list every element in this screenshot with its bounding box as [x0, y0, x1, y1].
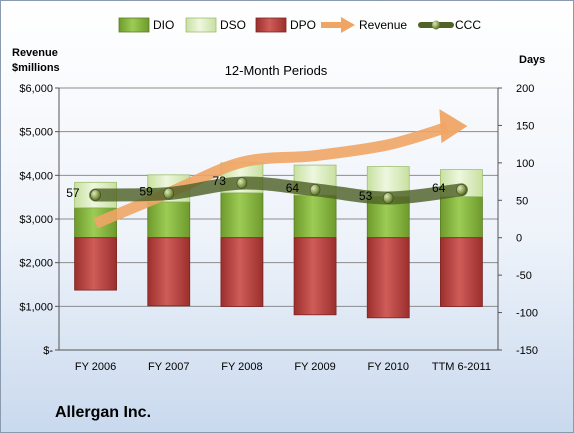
company-name: Allergan Inc. — [55, 404, 151, 421]
ccc-point — [90, 189, 101, 201]
left-tick-label: $4,000 — [19, 170, 53, 182]
bar-dpo — [147, 237, 191, 307]
left-tick-label: $5,000 — [19, 127, 53, 139]
left-axis-title-units: $millions — [12, 62, 60, 74]
ccc-point — [163, 187, 175, 200]
bar-dpo — [366, 237, 410, 319]
bar-dio — [440, 196, 483, 239]
left-tick-label: $3,000 — [19, 214, 53, 226]
legend-label-dso: DSO — [220, 18, 246, 32]
bar-dio — [293, 194, 337, 239]
ccc-point — [236, 177, 248, 189]
legend-swatch-dio — [118, 17, 150, 33]
right-tick-label: -50 — [516, 270, 532, 282]
ccc-data-label: 73 — [213, 174, 227, 188]
left-tick-label: $- — [43, 345, 53, 357]
ccc-data-label: 53 — [359, 189, 373, 203]
legend-label-ccc: CCC — [455, 18, 481, 32]
ccc-line — [89, 176, 468, 205]
chart-title: 12-Month Periods — [225, 63, 328, 78]
right-tick-label: -100 — [516, 308, 538, 320]
right-tick-label: 200 — [516, 83, 534, 95]
ccc-data-label: 57 — [66, 186, 80, 200]
lines — [89, 109, 468, 229]
ccc-point — [309, 184, 321, 196]
legend-marker-ccc — [432, 20, 440, 30]
legend: DIO DSO DPO Revenue CCC — [118, 17, 481, 33]
labels: 57 59 73 64 53 64 $- $1,000 $2,000 $3,000 $4,000 $5… — [12, 47, 545, 421]
x-tick-label: FY 2008 — [221, 361, 262, 373]
right-axis-title: Days — [519, 54, 545, 66]
legend-label-dpo: DPO — [290, 18, 316, 32]
right-tick-label: 0 — [516, 233, 522, 245]
left-tick-label: $2,000 — [19, 258, 53, 270]
x-tick-label: FY 2007 — [148, 361, 189, 373]
right-tick-label: 50 — [516, 195, 528, 207]
x-tick-label: FY 2010 — [368, 361, 409, 373]
revenue-arrowhead — [439, 109, 468, 144]
x-tick-label: FY 2006 — [75, 361, 116, 373]
bar-dio — [147, 201, 191, 239]
legend-label-dio: DIO — [153, 18, 174, 32]
bar-dpo — [440, 237, 483, 307]
legend-swatch-dpo — [255, 17, 287, 33]
legend-arrowhead-revenue — [341, 17, 355, 33]
ccc-data-label: 64 — [286, 181, 300, 195]
axes — [55, 87, 502, 351]
left-tick-label: $6,000 — [19, 83, 53, 95]
right-tick-label: 100 — [516, 158, 534, 170]
legend-swatch-dso — [185, 17, 217, 33]
ccc-point — [382, 192, 394, 204]
ccc-data-label: 59 — [139, 185, 153, 199]
left-tick-label: $1,000 — [19, 301, 53, 313]
bar-dpo — [220, 237, 264, 307]
bar-dpo — [293, 237, 337, 316]
bar-dio — [220, 192, 264, 239]
x-tick-label: TTM 6-2011 — [432, 361, 491, 373]
right-tick-label: -150 — [516, 345, 538, 357]
bar-dpo — [74, 237, 117, 291]
right-tick-label: 150 — [516, 120, 534, 132]
ccc-data-label: 64 — [432, 181, 446, 195]
ccc-point — [456, 184, 467, 196]
legend-label-revenue: Revenue — [359, 18, 407, 32]
left-axis-title: Revenue — [12, 47, 58, 59]
x-tick-label: FY 2009 — [294, 361, 335, 373]
